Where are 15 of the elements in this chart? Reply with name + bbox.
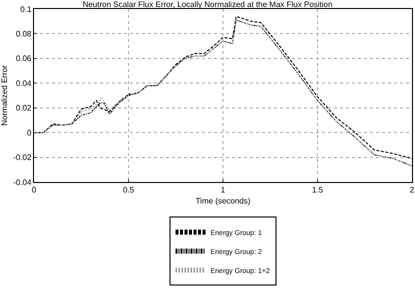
- x-tick-label: 1.5: [312, 186, 324, 195]
- chart-title: Neutron Scalar Flux Error, Locally Normalized at the Max Flux Position: [82, 0, 332, 10]
- x-axis-title: Time (seconds): [196, 196, 251, 206]
- x-tick-label: 0.5: [122, 186, 135, 195]
- y-tick-label: 0: [26, 128, 32, 138]
- y-tick-label: 0.02: [16, 104, 32, 113]
- x-tick-label: 2: [410, 186, 415, 195]
- y-tick-label: 0.1: [20, 4, 32, 14]
- y-tick-label: -0.02: [13, 153, 32, 162]
- y-axis-title: Normalized Error: [0, 64, 9, 126]
- y-tick-label: -0.04: [13, 178, 32, 187]
- y-tick-label: 0.06: [16, 54, 32, 64]
- y-tick-label: 0.08: [16, 30, 32, 39]
- y-tick-label: 0.04: [16, 78, 32, 88]
- x-tick-label: 1: [220, 186, 226, 195]
